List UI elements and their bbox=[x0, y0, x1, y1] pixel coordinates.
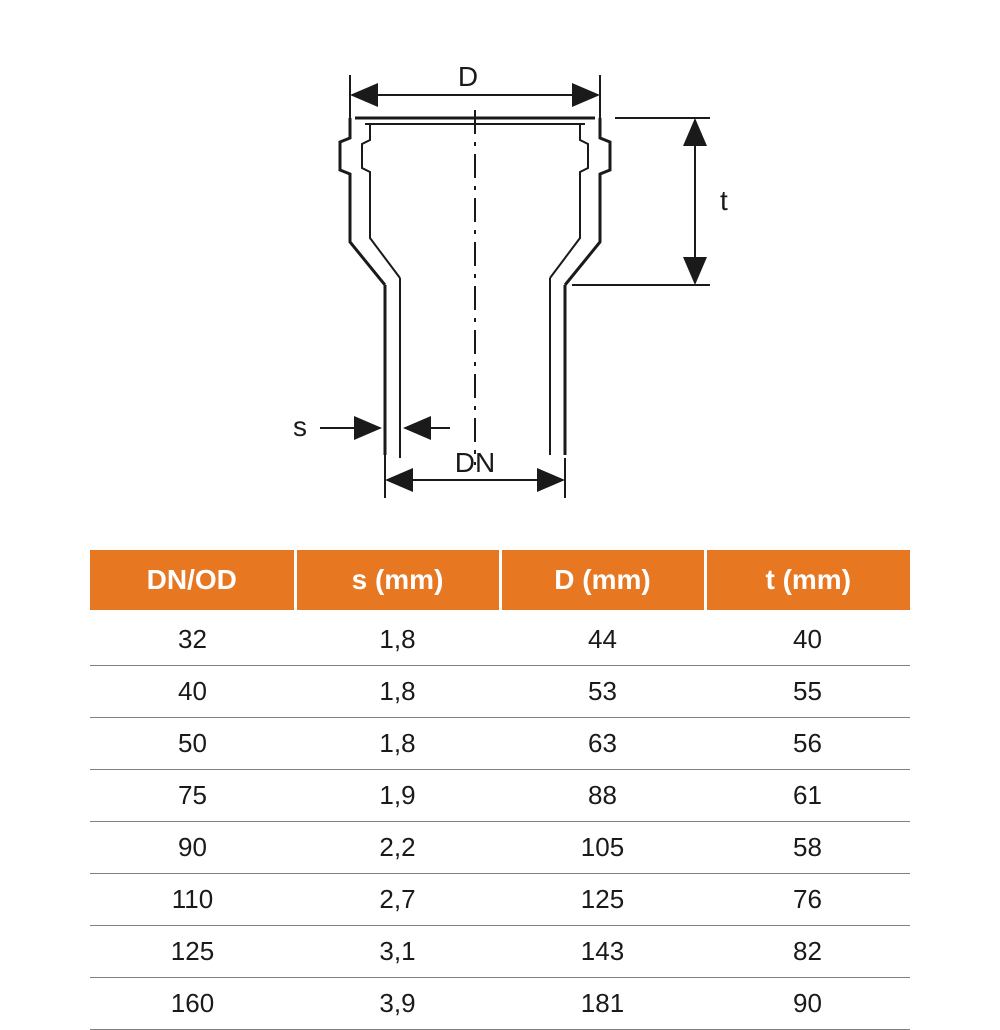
table-cell: 75 bbox=[90, 770, 295, 822]
table-cell: 40 bbox=[90, 666, 295, 718]
table-cell: 3,9 bbox=[295, 978, 500, 1030]
table-cell: 160 bbox=[90, 978, 295, 1030]
table-row: 1102,712576 bbox=[90, 874, 910, 926]
dim-label-DN: DN bbox=[455, 447, 495, 478]
table-cell: 53 bbox=[500, 666, 705, 718]
table-cell: 90 bbox=[705, 978, 910, 1030]
table-cell: 110 bbox=[90, 874, 295, 926]
dim-label-D: D bbox=[458, 61, 478, 92]
table-cell: 58 bbox=[705, 822, 910, 874]
table-cell: 82 bbox=[705, 926, 910, 978]
table-row: 1603,918190 bbox=[90, 978, 910, 1030]
table-cell: 44 bbox=[500, 610, 705, 666]
table-body: 321,84440401,85355501,86356751,98861902,… bbox=[90, 610, 910, 1030]
table-row: 501,86356 bbox=[90, 718, 910, 770]
dim-label-t: t bbox=[720, 185, 728, 216]
table-cell: 125 bbox=[90, 926, 295, 978]
technical-diagram: D t s DN bbox=[180, 60, 820, 500]
dim-label-s: s bbox=[293, 411, 307, 442]
table-header-cell: DN/OD bbox=[90, 550, 295, 610]
table-cell: 1,8 bbox=[295, 718, 500, 770]
table-cell: 105 bbox=[500, 822, 705, 874]
table-row: 401,85355 bbox=[90, 666, 910, 718]
table-cell: 2,7 bbox=[295, 874, 500, 926]
table-header-cell: D (mm) bbox=[500, 550, 705, 610]
table-cell: 63 bbox=[500, 718, 705, 770]
table-cell: 40 bbox=[705, 610, 910, 666]
table-row: 751,98861 bbox=[90, 770, 910, 822]
table-cell: 2,2 bbox=[295, 822, 500, 874]
table-cell: 50 bbox=[90, 718, 295, 770]
table-cell: 1,8 bbox=[295, 610, 500, 666]
table-header-cell: t (mm) bbox=[705, 550, 910, 610]
table-cell: 181 bbox=[500, 978, 705, 1030]
table-cell: 76 bbox=[705, 874, 910, 926]
table-cell: 61 bbox=[705, 770, 910, 822]
table-cell: 1,8 bbox=[295, 666, 500, 718]
table-cell: 55 bbox=[705, 666, 910, 718]
dimensions-table-container: DN/ODs (mm)D (mm)t (mm) 321,84440401,853… bbox=[90, 550, 910, 1030]
pipe-fitting-svg: D t s DN bbox=[180, 60, 820, 500]
table-header: DN/ODs (mm)D (mm)t (mm) bbox=[90, 550, 910, 610]
table-row: 321,84440 bbox=[90, 610, 910, 666]
table-cell: 125 bbox=[500, 874, 705, 926]
table-cell: 88 bbox=[500, 770, 705, 822]
table-cell: 90 bbox=[90, 822, 295, 874]
dimensions-table: DN/ODs (mm)D (mm)t (mm) 321,84440401,853… bbox=[90, 550, 910, 1030]
table-header-cell: s (mm) bbox=[295, 550, 500, 610]
table-cell: 56 bbox=[705, 718, 910, 770]
table-cell: 32 bbox=[90, 610, 295, 666]
table-cell: 143 bbox=[500, 926, 705, 978]
table-row: 1253,114382 bbox=[90, 926, 910, 978]
table-cell: 3,1 bbox=[295, 926, 500, 978]
table-cell: 1,9 bbox=[295, 770, 500, 822]
table-row: 902,210558 bbox=[90, 822, 910, 874]
